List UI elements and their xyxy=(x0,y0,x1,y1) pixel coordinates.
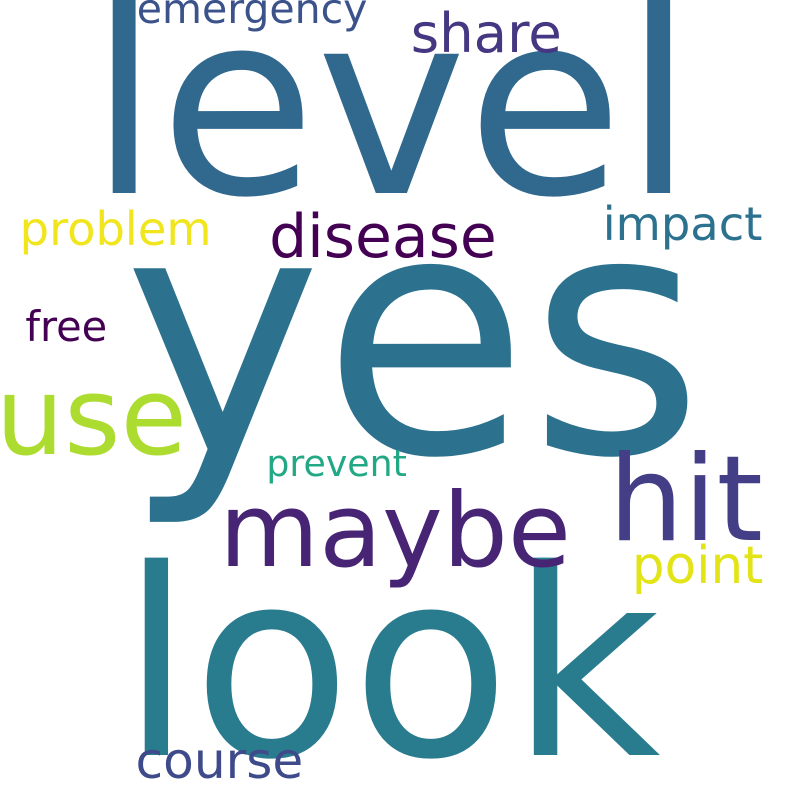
word-yes: yes xyxy=(123,141,704,533)
word-hit: hit xyxy=(608,429,763,568)
word-course: course xyxy=(135,730,304,790)
word-maybe: maybe xyxy=(219,471,571,591)
word-free: free xyxy=(25,301,108,351)
word-level: level xyxy=(88,0,694,254)
word-look: look xyxy=(120,514,661,800)
word-share: share xyxy=(410,1,562,66)
word-prevent: prevent xyxy=(266,441,407,485)
word-use: use xyxy=(0,353,188,480)
word-problem: problem xyxy=(19,201,212,256)
word-impact: impact xyxy=(602,196,763,251)
word-emergency: emergency xyxy=(136,0,368,33)
word-point: point xyxy=(631,536,764,597)
word-disease: disease xyxy=(269,201,497,272)
